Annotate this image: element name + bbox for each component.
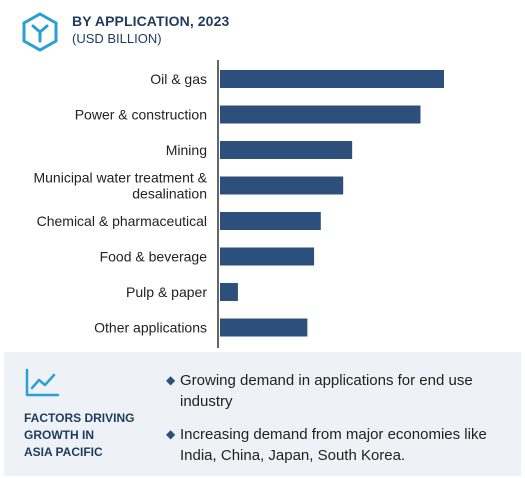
category-label: Oil & gas [150, 71, 207, 87]
category-label: Other applications [94, 320, 207, 336]
category-label: Power & construction [75, 107, 207, 123]
bar [220, 70, 444, 88]
bar [220, 247, 315, 266]
category-label: desalination [132, 186, 207, 202]
bar [220, 141, 353, 159]
category-label: Chemical & pharmaceutical [37, 213, 207, 229]
factor-bullet-text: Increasing demand from major economies l… [180, 426, 487, 464]
line-chart-icon [25, 368, 60, 397]
hexagon-y-logo-icon [22, 12, 58, 52]
factors-panel: FACTORS DRIVING GROWTH IN ASIA PACIFIC ◆… [4, 352, 521, 476]
bar [220, 283, 238, 301]
category-label: Pulp & paper [126, 284, 207, 300]
chart-title: BY APPLICATION, 2023 [72, 13, 230, 29]
bar [220, 212, 321, 230]
diamond-bullet-icon: ◆ [166, 427, 176, 441]
bar [220, 176, 344, 195]
chart-header: BY APPLICATION, 2023 (USD BILLION) [0, 0, 525, 56]
factor-bullet: ◆ Increasing demand from major economies… [166, 424, 511, 466]
factor-bullet-text: Growing demand in applications for end u… [180, 372, 473, 410]
category-label: Mining [166, 142, 207, 158]
category-label: Municipal water treatment & [33, 170, 207, 186]
chart-subtitle: (USD BILLION) [72, 31, 162, 46]
diamond-bullet-icon: ◆ [166, 373, 176, 387]
factor-bullet: ◆ Growing demand in applications for end… [166, 370, 511, 412]
factors-heading: FACTORS DRIVING GROWTH IN ASIA PACIFIC [24, 411, 135, 459]
bar-chart: Oil & gas Power & construction Mining Munic… [33, 60, 444, 348]
bar [220, 318, 308, 337]
category-label: Food & beverage [100, 249, 208, 265]
bar [220, 105, 421, 124]
